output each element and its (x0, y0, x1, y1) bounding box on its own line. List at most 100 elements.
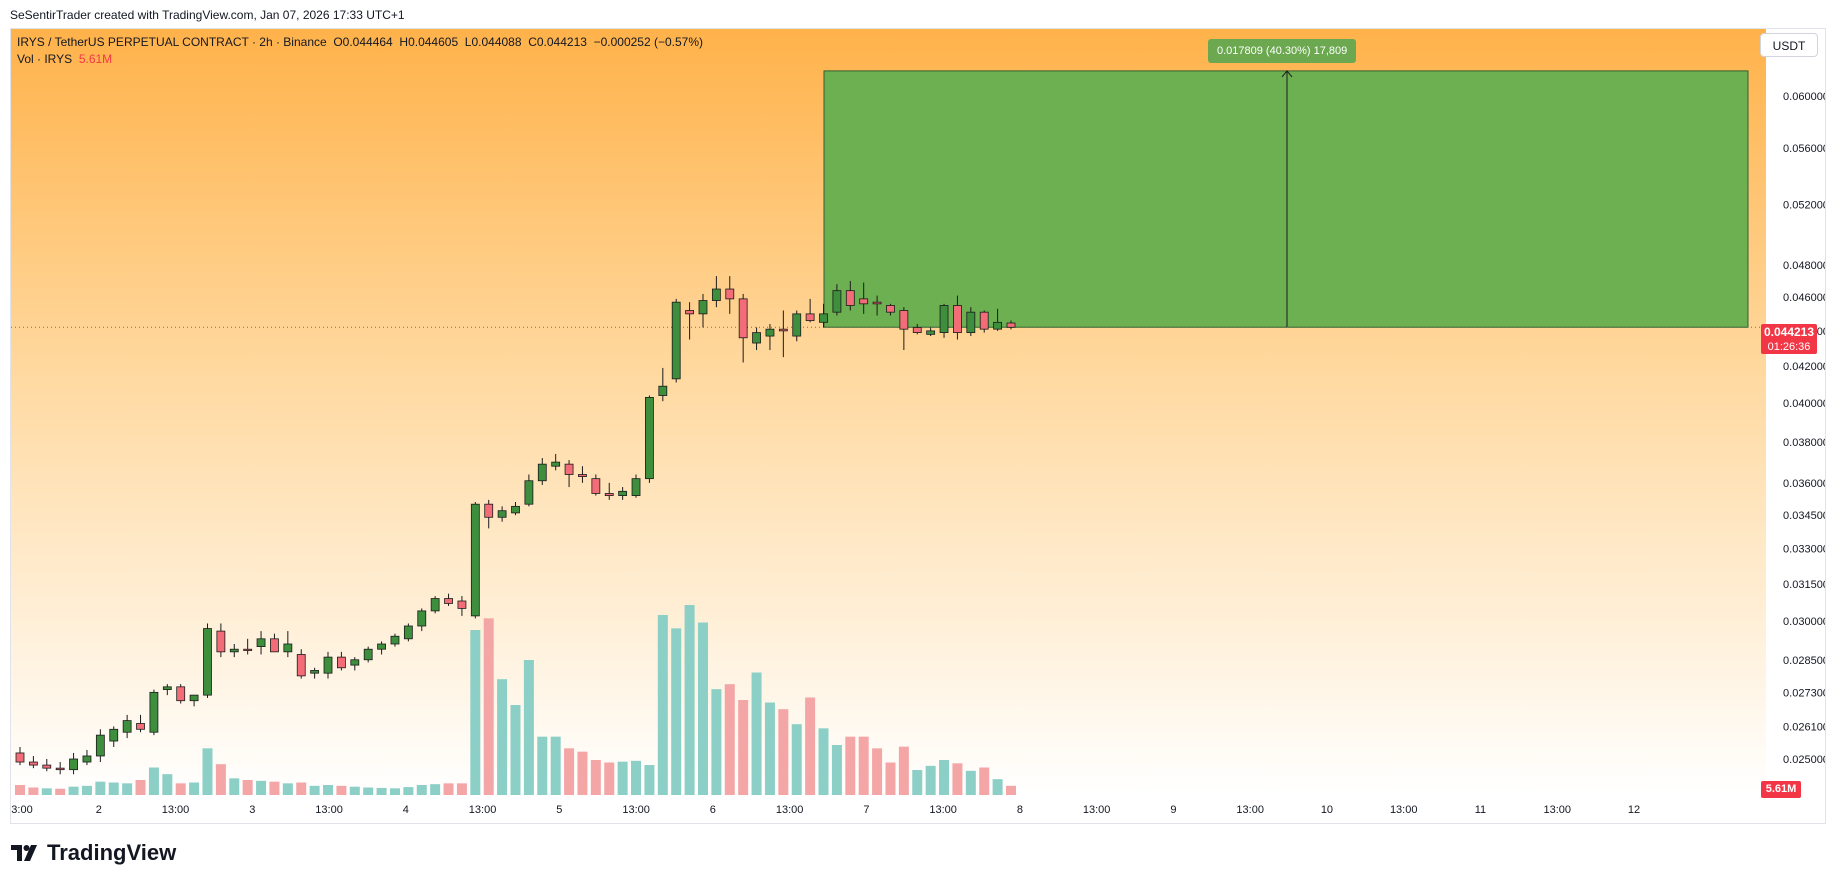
candle-body (390, 635, 400, 645)
volume-bar (818, 728, 829, 795)
volume-bar (831, 745, 842, 795)
volume-bar (416, 785, 427, 795)
candle-body (671, 301, 681, 380)
candle-body (658, 385, 668, 396)
candle-body (95, 734, 105, 757)
volume-bar (95, 781, 106, 795)
candle-body (738, 298, 748, 339)
price-axis-label: 0.026100 (1783, 721, 1825, 733)
candle-body (216, 630, 226, 653)
volume-bar (108, 782, 119, 795)
volume-bar (1006, 785, 1016, 795)
candle-body (350, 659, 360, 666)
time-axis-label: 13:00 (469, 804, 497, 816)
candle-body (845, 290, 855, 306)
symbol-legend: IRYS / TetherUS PERPETUAL CONTRACT · 2h … (17, 34, 703, 68)
ohlc-open: O0.044464 (333, 35, 393, 49)
volume-bar (992, 779, 1003, 795)
time-axis-panel (11, 794, 1766, 823)
candle-body (912, 327, 922, 334)
volume-bar (376, 787, 387, 795)
candle-body (363, 648, 373, 661)
price-axis-label: 0.028500 (1783, 655, 1825, 667)
candle-body (979, 311, 989, 330)
candle-body (229, 648, 239, 653)
volume-bar (644, 765, 655, 795)
candle-body (457, 600, 467, 609)
volume-indicator-label[interactable]: Vol · IRYS (17, 52, 73, 66)
candle-body (243, 648, 253, 651)
volume-bar (68, 786, 79, 795)
volume-bar (389, 788, 400, 795)
time-axis-label: 8 (1017, 804, 1023, 816)
candle-body (765, 328, 775, 337)
volume-bar (323, 785, 334, 795)
time-axis-label: 13:00 (315, 804, 343, 816)
currency-button[interactable]: USDT (1760, 33, 1818, 57)
price-axis-panel (1766, 29, 1825, 823)
price-axis-label: 0.025000 (1783, 754, 1825, 766)
time-axis-label: 13:00 (162, 804, 190, 816)
ohlc-close: C0.044213 (528, 35, 587, 49)
volume-bar (537, 736, 548, 795)
candle-body (417, 610, 427, 627)
volume-bar (363, 787, 374, 795)
candle-body (725, 288, 735, 300)
brand-name: TradingView (47, 840, 177, 865)
tradingview-logo[interactable]: TradingView (11, 840, 176, 866)
volume-bar (711, 689, 722, 795)
price-axis-label: 0.040000 (1783, 398, 1825, 410)
volume-bar (858, 736, 869, 795)
candle-body (698, 300, 708, 315)
volume-bar (443, 783, 454, 795)
candle-body (551, 461, 561, 467)
volume-bar (845, 736, 856, 795)
candle-body (109, 728, 119, 742)
price-axis-label: 0.056000 (1783, 143, 1825, 155)
symbol-title[interactable]: IRYS / TetherUS PERPETUAL CONTRACT · 2h … (17, 35, 327, 49)
candle-body (604, 493, 614, 496)
time-axis-label: 2 (96, 804, 102, 816)
candle-body (176, 686, 186, 702)
candle-body (136, 723, 145, 730)
price-chart[interactable]: 0.060000 0.056000 0.052000 0.048000 0.046000… (11, 29, 1825, 823)
volume-bar (497, 679, 508, 795)
volume-bar (805, 697, 816, 795)
bar-countdown: 01:26:36 (1767, 341, 1811, 353)
volume-bar (872, 748, 883, 795)
volume-bar (604, 762, 615, 795)
volume-bar (791, 724, 802, 795)
time-axis-label: 13:00 (929, 804, 957, 816)
candle-body (296, 654, 306, 677)
candle-body (122, 720, 132, 733)
candle-body (711, 288, 721, 301)
candle-body (859, 298, 869, 305)
candle-body (55, 767, 65, 771)
volume-bar (148, 767, 159, 795)
measure-label[interactable]: 0.017809 (40.30%) 17,809 (1208, 39, 1357, 63)
volume-bar (979, 767, 990, 795)
ohlc-high: H0.044605 (399, 35, 459, 49)
volume-bar (925, 765, 936, 795)
volume-bar (657, 615, 668, 795)
volume-bar (41, 788, 52, 795)
time-axis-label: 13:00 (1083, 804, 1111, 816)
candle-body (470, 503, 480, 617)
volume-bar (202, 748, 213, 795)
candle-body (631, 478, 641, 496)
candle-body (966, 311, 976, 334)
volume-bar (564, 748, 575, 795)
volume-bar (81, 785, 92, 795)
volume-badge: 5.61M (1761, 781, 1801, 798)
volume-bar (215, 764, 226, 795)
volume-bar (55, 788, 66, 795)
candle-body (953, 305, 962, 334)
candle-body (993, 321, 1003, 330)
candle-body (444, 598, 453, 604)
chart-panel[interactable]: 0.060000 0.056000 0.052000 0.048000 0.046000… (10, 28, 1826, 824)
last-price: 0.044213 (1763, 325, 1815, 339)
price-axis-label: 0.033000 (1783, 544, 1825, 556)
time-axis-label: 13:00 (1543, 804, 1571, 816)
candle-body (872, 301, 882, 305)
time-axis-label: 9 (1170, 804, 1176, 816)
